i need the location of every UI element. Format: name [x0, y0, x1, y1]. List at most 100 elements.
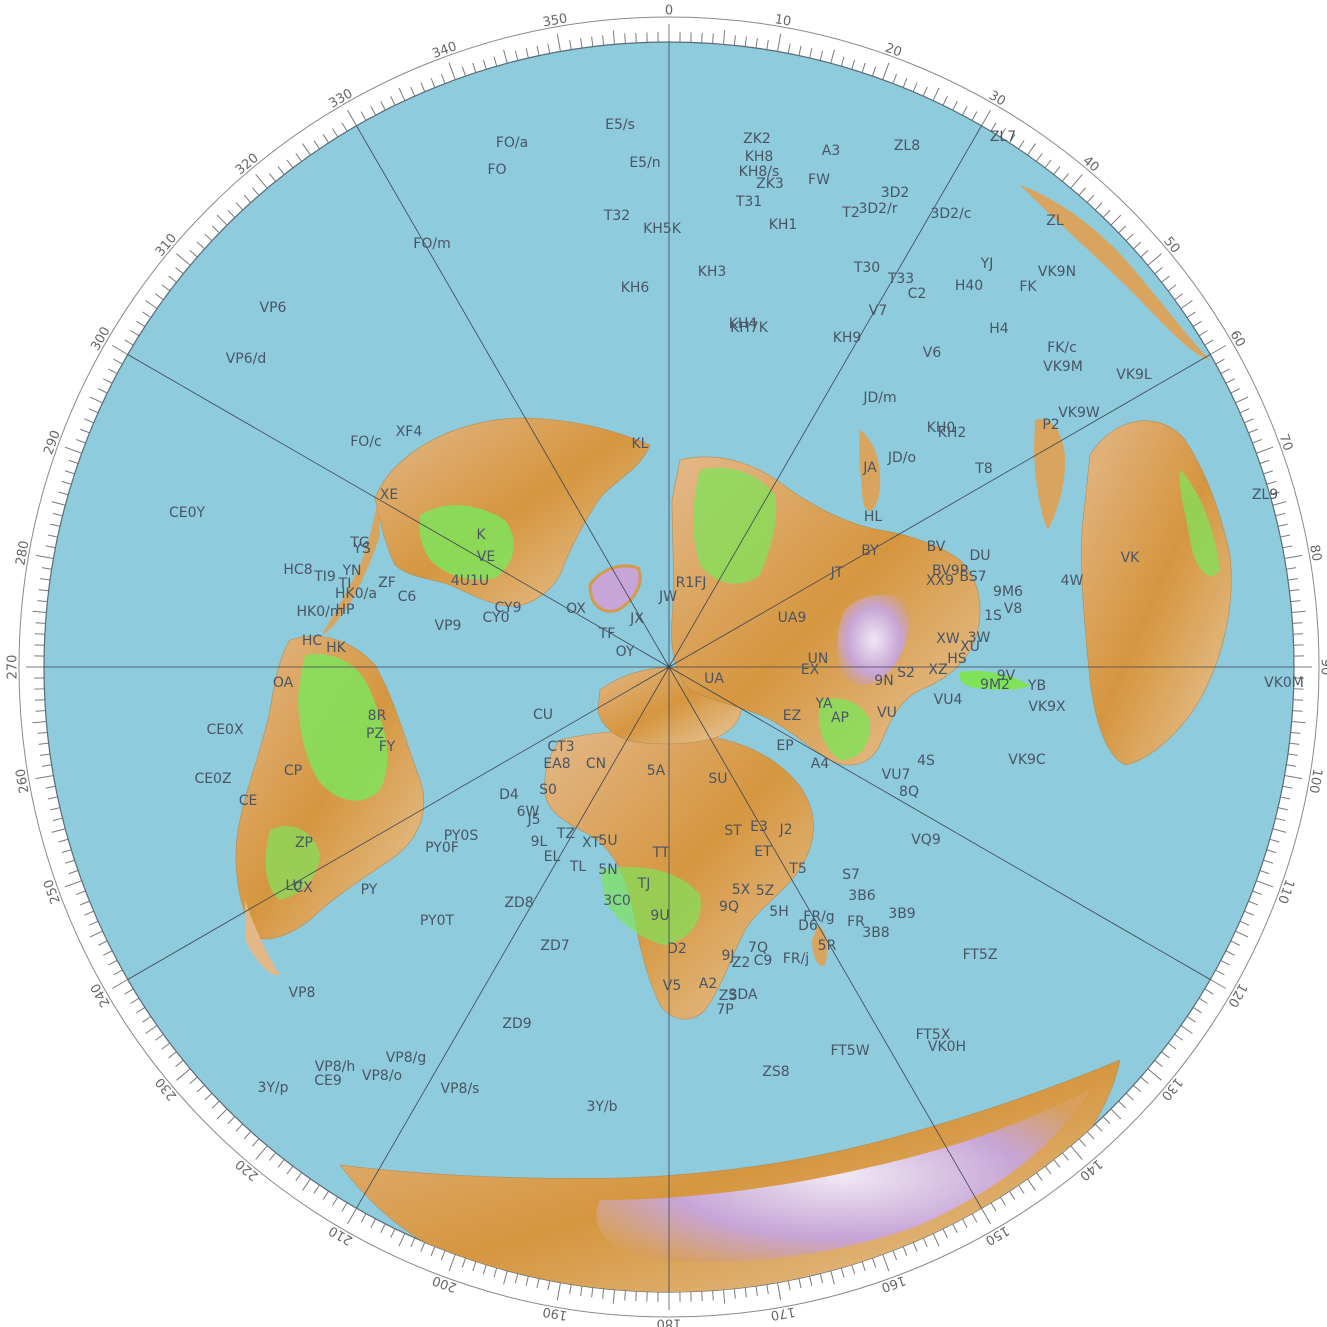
prefix-label: V7	[869, 303, 887, 319]
bearing-tick	[1018, 140, 1025, 150]
bearing-tick	[295, 152, 303, 162]
prefix-label: 5R	[818, 938, 837, 954]
prefix-label: CN	[586, 756, 606, 772]
prefix-label: CE	[239, 793, 258, 809]
bearing-tick	[624, 33, 626, 44]
bearing-tick	[942, 1228, 948, 1238]
bearing-tick	[37, 600, 48, 603]
bearing-tick	[1225, 950, 1236, 956]
bearing-tick	[58, 838, 69, 843]
bearing-tick	[1259, 459, 1270, 464]
bearing-tick	[755, 38, 758, 49]
bearing-tick	[981, 109, 991, 126]
bearing-tick	[1161, 1051, 1170, 1059]
bearing-tick	[47, 796, 58, 800]
bearing-tick	[154, 1033, 164, 1041]
bearing-tick	[1239, 920, 1250, 926]
bearing-tick	[108, 959, 118, 966]
bearing-tick	[35, 710, 46, 712]
bearing-tick	[45, 545, 56, 549]
prefix-label: TZ	[556, 826, 575, 842]
prefix-label: 3W	[968, 630, 991, 646]
bearing-label: 90	[1318, 659, 1327, 676]
prefix-label: ZF	[378, 575, 396, 591]
bearing-tick	[440, 73, 446, 84]
bearing-tick	[961, 106, 968, 116]
bearing-tick	[461, 66, 466, 77]
bearing-tick	[712, 1290, 714, 1301]
bearing-tick	[1284, 775, 1303, 780]
bearing-tick	[556, 33, 561, 52]
bearing-tick	[1078, 187, 1086, 196]
bearing-tick	[252, 1138, 260, 1147]
bearing-tick	[1290, 600, 1301, 603]
prefix-label: FT5X	[916, 1027, 951, 1043]
prefix-label: CY0	[483, 610, 510, 626]
bearing-tick	[1280, 534, 1291, 538]
bearing-tick	[840, 56, 845, 67]
prefix-label: TT	[652, 845, 670, 861]
bearing-spokes	[44, 42, 1294, 1292]
bearing-tick	[1291, 720, 1306, 724]
prefix-label: VP8/g	[386, 1050, 427, 1066]
bearing-tick	[370, 106, 377, 116]
prefix-label: FT5W	[830, 1043, 869, 1059]
bearing-tick	[1210, 979, 1227, 989]
bearing-tick	[370, 1218, 377, 1228]
prefix-label: 9N	[874, 673, 893, 689]
prefix-label: E3	[750, 819, 768, 835]
bearing-tick	[851, 59, 856, 70]
prefix-label: 3DA	[728, 987, 757, 1003]
bearing-tick	[41, 567, 52, 570]
prefix-label: P2	[1042, 417, 1059, 433]
bearing-tick	[932, 1233, 940, 1247]
bearing-tick	[322, 1190, 330, 1200]
bearing-tick	[503, 49, 508, 64]
bearing-tick	[922, 1237, 928, 1248]
bearing-tick	[380, 100, 386, 111]
bearing-label: 260	[13, 767, 32, 794]
prefix-label: 9V	[997, 668, 1016, 684]
bearing-tick	[981, 1208, 991, 1225]
bearing-tick	[88, 920, 99, 926]
bearing-tick	[1198, 997, 1208, 1004]
bearing-tick	[602, 1288, 605, 1299]
bearing-tick	[68, 870, 79, 875]
bearing-tick	[196, 241, 205, 250]
bearing-tick	[176, 1068, 191, 1081]
prefix-label: 4W	[1061, 573, 1084, 589]
prefix-label: KH8/s	[739, 164, 780, 180]
prefix-label: 7P	[716, 1002, 733, 1018]
bearing-tick	[322, 134, 330, 144]
bearing-tick	[1140, 250, 1149, 258]
bearing-tick	[1286, 567, 1297, 570]
bearing-tick	[1154, 1059, 1163, 1068]
prefix-label: C6	[398, 589, 417, 605]
bearing-tick	[733, 1288, 736, 1299]
bearing-tick	[1147, 1068, 1162, 1081]
bearing-tick	[47, 534, 58, 538]
land-australia-green	[1179, 470, 1220, 576]
bearing-tick	[64, 446, 82, 454]
prefix-label: VE	[477, 549, 495, 565]
bearing-tick	[602, 35, 605, 46]
bearing-tick	[216, 1108, 228, 1120]
bearing-tick	[1174, 1033, 1184, 1041]
bearing-tick	[514, 1273, 519, 1284]
bearing-tick	[1027, 1178, 1036, 1191]
prefix-label: KH9	[833, 330, 862, 346]
bearing-tick	[892, 1250, 898, 1261]
bearing-tick	[472, 1261, 477, 1272]
bearing-tick	[1244, 910, 1254, 916]
prefix-label: 5A	[647, 763, 666, 779]
prefix-label: VK9L	[1116, 367, 1152, 383]
prefix-label: 5N	[598, 862, 617, 878]
bearing-tick	[722, 1289, 726, 1304]
bearing-tick	[902, 1246, 908, 1256]
land-africa	[544, 730, 814, 1020]
prefix-label: FK	[1019, 279, 1037, 295]
bearing-tick	[952, 100, 958, 111]
bearing-tick	[380, 1223, 386, 1234]
prefix-label: FW	[808, 172, 830, 188]
prefix-label: LU	[285, 878, 302, 894]
